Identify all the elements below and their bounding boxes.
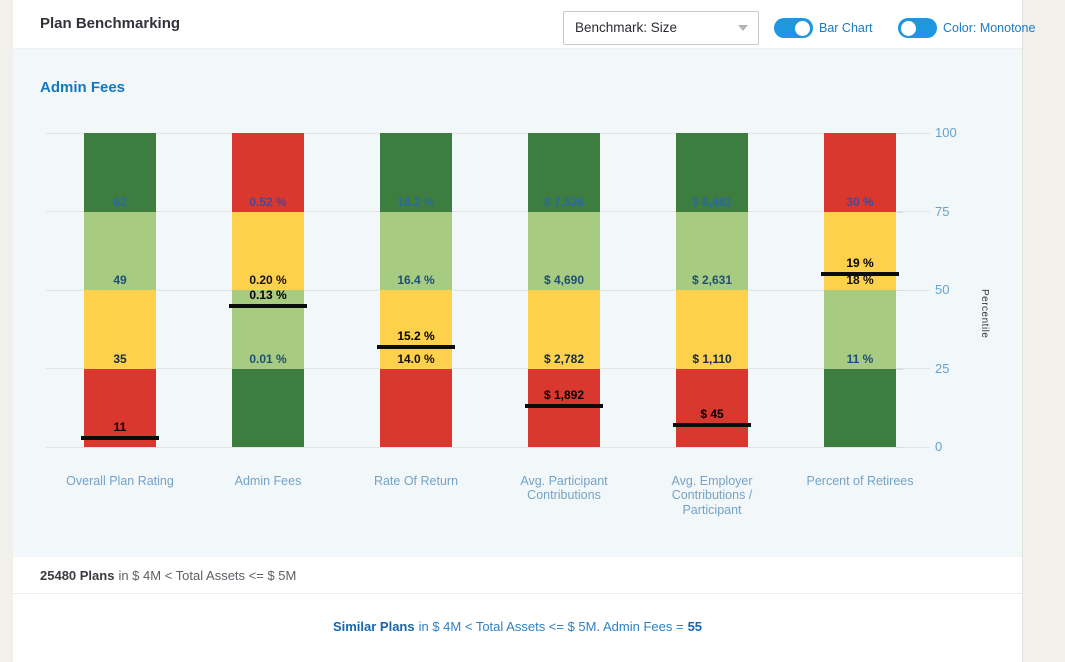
toggle-knob [901,21,916,36]
plan-marker-line [673,423,751,427]
percentile-bar: $ 6,481$ 2,631$ 1,110$ 45 [676,133,748,447]
percentile-bar-chart: 624935110.52 %0.20 %0.01 %0.13 %18.2 %16… [46,133,930,447]
gridline [46,447,930,448]
bar-segment-dark-green [232,369,304,448]
plans-summary-text: 25480 Plans in $ 4M < Total Assets <= $ 5… [40,568,296,583]
y-axis-tick [897,447,903,448]
plan-marker-label: 0.13 % [222,288,314,302]
plan-benchmarking-page: Plan Benchmarking Benchmark: Size Bar Ch… [0,0,1065,662]
boundary-value-label: 49 [74,273,166,287]
y-axis-tick [897,369,903,370]
boundary-value-label: 11 % [814,352,906,366]
x-axis-label: Avg. ParticipantContributions [489,474,639,503]
boundary-value-label: $ 2,631 [666,273,758,287]
y-axis-tick [897,290,903,291]
plan-marker-label: $ 1,892 [518,388,610,402]
toggle-knob [795,21,810,36]
y-axis-tick [897,133,903,134]
content-card: Plan Benchmarking Benchmark: Size Bar Ch… [13,0,1023,662]
plans-range: in $ 4M < Total Assets <= $ 5M [118,568,296,583]
benchmark-dropdown[interactable]: Benchmark: Size [563,11,759,45]
boundary-value-label: 0.20 % [222,273,314,287]
boundary-value-label: 14.0 % [370,352,462,366]
plan-marker-label: 11 [74,420,166,434]
gridline [46,368,930,369]
page-header: Plan Benchmarking Benchmark: Size Bar Ch… [13,0,1022,49]
plan-marker-line [229,304,307,308]
y-axis-tick-label: 100 [935,125,965,140]
x-axis-label: Overall Plan Rating [45,474,195,488]
boundary-value-label: 0.01 % [222,352,314,366]
percentile-bar: 18.2 %16.4 %14.0 %15.2 % [380,133,452,447]
boundary-value-label: 35 [74,352,166,366]
plans-summary-row: 25480 Plans in $ 4M < Total Assets <= $ 5… [13,557,1022,594]
plan-marker-line [525,404,603,408]
boundary-value-label: 62 [74,195,166,209]
similar-plans-link[interactable]: Similar Plans [333,619,415,634]
plans-count: 25480 Plans [40,568,114,583]
percentile-bar: 30 %18 %11 %19 % [824,133,896,447]
x-axis-label: Avg. EmployerContributions /Participant [637,474,787,517]
y-axis-tick-label: 50 [935,282,965,297]
similar-plans-row: Similar Plans in $ 4M < Total Assets <= $… [13,594,1022,662]
page-title: Plan Benchmarking [40,15,180,32]
bar-chart-toggle-label: Bar Chart [819,21,873,35]
chart-title: Admin Fees [40,79,125,96]
admin-fees-value: 55 [688,619,702,634]
similar-plans-text: Similar Plans in $ 4M < Total Assets <= $… [13,619,1022,634]
y-axis-tick-label: 25 [935,361,965,376]
bar-segment-dark-green [824,369,896,448]
boundary-value-label: 16.4 % [370,273,462,287]
gridline [46,133,930,134]
plan-marker-label: 15.2 % [370,329,462,343]
plan-marker-line [81,436,159,440]
toggle-pill[interactable] [774,18,813,38]
boundary-value-label: 18.2 % [370,195,462,209]
bar-chart-toggle[interactable]: Bar Chart [774,18,873,38]
color-monotone-toggle[interactable]: Color: Monotone [898,18,1035,38]
bar-segment-red [380,369,452,448]
plan-marker-line [821,272,899,276]
y-axis-tick-label: 0 [935,439,965,454]
boundary-value-label: $ 2,782 [518,352,610,366]
boundary-value-label: $ 4,690 [518,273,610,287]
color-monotone-toggle-label: Color: Monotone [943,21,1035,35]
similar-plans-range: in $ 4M < Total Assets <= $ 5M. Admin Fe… [419,619,684,634]
y-axis-tick [897,212,903,213]
boundary-value-label: $ 6,481 [666,195,758,209]
chevron-down-icon [738,25,748,31]
percentile-bar: $ 7,526$ 4,690$ 2,782$ 1,892 [528,133,600,447]
percentile-bar: 0.52 %0.20 %0.01 %0.13 % [232,133,304,447]
y-axis-title: Percentile [979,289,990,338]
plan-marker-label: 19 % [814,256,906,270]
plan-marker-label: $ 45 [666,407,758,421]
x-axis-label: Admin Fees [193,474,343,488]
y-axis-tick-label: 75 [935,204,965,219]
plan-marker-line [377,345,455,349]
gridline [46,211,930,212]
percentile-bar: 62493511 [84,133,156,447]
boundary-value-label: $ 7,526 [518,195,610,209]
boundary-value-label: 30 % [814,195,906,209]
boundary-value-label: $ 1,110 [666,352,758,366]
benchmark-dropdown-value: Benchmark: Size [575,20,677,35]
gridline [46,290,930,291]
boundary-value-label: 0.52 % [222,195,314,209]
x-axis-label: Rate Of Return [341,474,491,488]
x-axis-label: Percent of Retirees [785,474,935,488]
chart-panel: Admin Fees 624935110.52 %0.20 %0.01 %0.1… [13,49,1022,557]
toggle-pill[interactable] [898,18,937,38]
